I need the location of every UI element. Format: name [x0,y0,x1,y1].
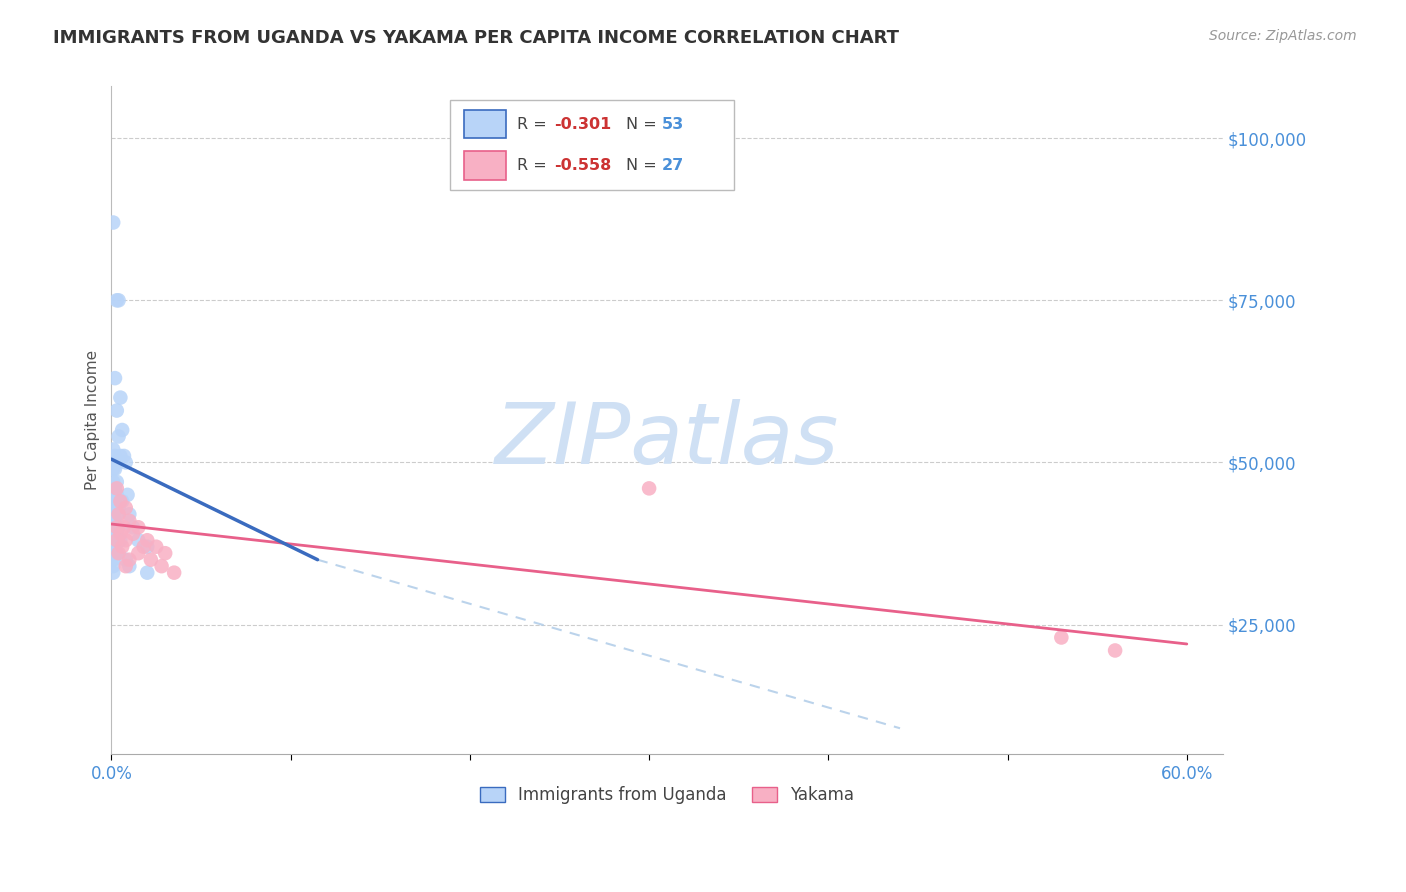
Point [114,559,136,574]
Point [103,488,125,502]
Point [105,533,128,548]
Point [103,552,125,566]
Point [103,514,125,528]
Point [103,520,125,534]
Point [1050,631,1073,645]
Point [103,462,125,476]
Point [103,540,125,554]
Text: N =: N = [626,158,662,173]
Point [104,462,127,476]
Point [132,540,155,554]
Text: -0.558: -0.558 [554,158,612,173]
Point [127,533,149,548]
Point [104,514,127,528]
Point [122,520,145,534]
Point [111,540,134,554]
Text: N =: N = [626,117,662,131]
Legend: Immigrants from Uganda, Yakama: Immigrants from Uganda, Yakama [471,778,862,813]
Point [105,520,128,534]
Point [114,500,136,515]
Point [103,481,125,495]
Point [107,293,129,308]
Point [105,475,128,489]
Point [127,546,149,560]
Point [111,494,134,508]
Point [103,442,125,457]
Point [105,293,128,308]
Point [105,455,128,469]
Text: Source: ZipAtlas.com: Source: ZipAtlas.com [1209,29,1357,43]
Point [105,403,128,417]
Point [104,449,127,463]
Point [107,500,129,515]
Point [136,566,159,580]
Point [104,481,127,495]
Point [105,526,128,541]
Point [105,488,128,502]
Point [163,566,186,580]
Point [103,475,125,489]
FancyBboxPatch shape [464,110,506,138]
Point [112,520,135,534]
FancyBboxPatch shape [464,151,506,180]
Point [107,520,129,534]
FancyBboxPatch shape [450,100,734,190]
Point [110,494,132,508]
Point [105,508,128,522]
Text: R =: R = [517,158,553,173]
Point [112,449,135,463]
Point [118,514,141,528]
Point [638,481,661,495]
Text: ZIPatlas: ZIPatlas [495,399,839,482]
Point [107,508,129,522]
Text: -0.301: -0.301 [554,117,612,131]
Point [104,494,127,508]
Y-axis label: Per Capita Income: Per Capita Income [86,351,100,491]
Point [139,552,162,566]
Point [103,546,125,560]
Point [103,566,125,580]
Point [136,540,159,554]
Point [118,559,141,574]
Point [153,546,176,560]
Point [118,552,141,566]
Point [110,391,132,405]
Point [1104,643,1126,657]
Point [111,423,134,437]
Point [117,488,139,502]
Point [114,533,136,548]
Text: 27: 27 [661,158,683,173]
Point [104,371,127,385]
Point [122,526,145,541]
Point [127,520,149,534]
Point [110,526,132,541]
Point [110,533,132,548]
Text: IMMIGRANTS FROM UGANDA VS YAKAMA PER CAPITA INCOME CORRELATION CHART: IMMIGRANTS FROM UGANDA VS YAKAMA PER CAP… [53,29,900,47]
Point [107,546,129,560]
Point [110,449,132,463]
Text: R =: R = [517,117,553,131]
Point [103,494,125,508]
Point [103,215,125,229]
Point [103,526,125,541]
Point [145,540,167,554]
Point [105,481,128,495]
Point [103,559,125,574]
Point [105,546,128,560]
Point [114,455,136,469]
Point [136,533,159,548]
Text: 53: 53 [661,117,683,131]
Point [150,559,173,574]
Point [104,540,127,554]
Point [103,500,125,515]
Point [107,429,129,443]
Point [103,533,125,548]
Point [118,508,141,522]
Point [114,552,136,566]
Point [103,508,125,522]
Point [103,455,125,469]
